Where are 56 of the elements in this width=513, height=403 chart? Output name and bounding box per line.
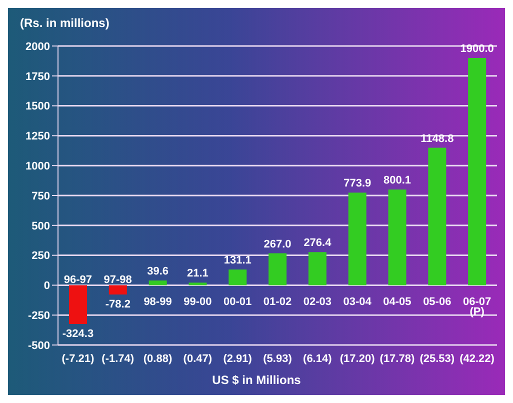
bar [308,252,326,286]
x-axis-title: US $ in Millions [211,373,302,387]
x-tick-label: 02-03 [303,296,332,308]
x-tick-label: 01-02 [263,296,292,308]
data-label: 39.6 [147,265,169,278]
x-tick-label: 05-06 [423,296,452,308]
bar [108,285,127,295]
text: (5.93) [263,353,292,365]
y-tick-label: 1500 [26,100,50,113]
data-label: 276.4 [304,237,332,250]
y-tick-label: -250 [28,310,50,322]
y-tick-label: 2000 [26,40,50,53]
x-tick-label: 98-99 [144,296,172,308]
data-label: 21.1 [187,268,208,280]
data-label: 267.0 [264,238,292,250]
data-label: 773.9 [344,178,372,190]
text: (6.14) [303,353,332,365]
x-tick-label: 99-00 [184,296,212,308]
x-tick-label: 97-98 [104,274,132,286]
bar [69,285,87,324]
x-tick-label: 00-01 [224,296,252,308]
y-tick-label: 0 [44,280,50,292]
bar [428,148,446,286]
y-tick-label: -500 [28,340,50,352]
y-tick-label: 1750 [26,70,50,83]
y-tick-label: 500 [32,220,50,232]
bar [468,58,486,286]
bar [148,280,167,286]
bar [348,192,366,286]
text: (-1.74) [102,353,134,365]
bar [228,270,247,286]
y-tick-label: 1000 [26,160,50,172]
y-tick-label: 750 [32,190,50,202]
text: (0.88) [143,353,172,365]
bar [268,253,287,286]
text: (0.47) [183,353,212,365]
text: (17.78) [380,353,415,365]
data-label: 800.1 [384,174,412,187]
data-label: -324.3 [62,328,94,340]
text: (-7.21) [62,353,94,365]
bar [388,190,406,286]
x-tick-label: 04-05 [383,296,412,308]
text: (17.20) [340,353,375,365]
y-tick-label: 250 [32,250,50,262]
y-axis-title: (Rs. in millions) [20,16,110,30]
x-tick-label: 96-97 [64,274,92,286]
data-label: 131.1 [224,254,252,267]
y-tick-label: 1250 [26,130,50,143]
data-label: 1900.0 [460,42,494,55]
bar [188,282,207,286]
text: (25.53) [420,353,455,365]
data-label: 1148.8 [420,132,454,145]
text: (2.91) [223,353,252,365]
data-label: -78.2 [105,298,130,311]
text: (42.22) [460,353,494,365]
x-tick-label: 03-04 [343,296,372,308]
